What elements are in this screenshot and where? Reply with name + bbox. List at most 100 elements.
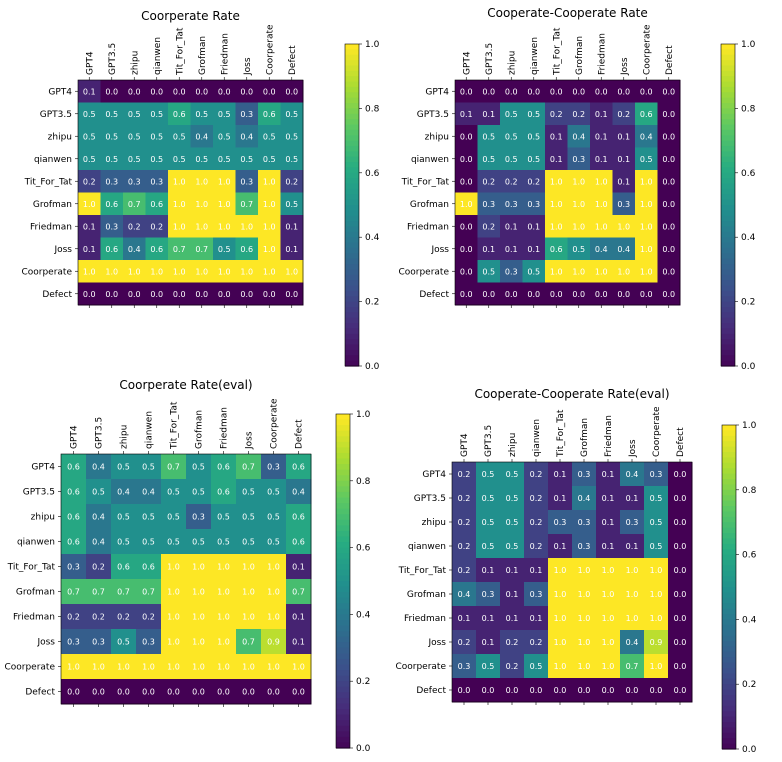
heatmap-cell bbox=[86, 454, 112, 480]
colorbar-segment bbox=[336, 503, 350, 510]
heatmap-cell bbox=[261, 479, 287, 505]
cell-label: 0.4 bbox=[142, 488, 155, 497]
cell-label: 0.4 bbox=[617, 245, 630, 254]
heatmap-cell bbox=[123, 80, 146, 103]
colorbar-segment bbox=[721, 290, 735, 297]
heatmap-cell bbox=[168, 215, 191, 238]
cell-label: 1.0 bbox=[217, 613, 230, 622]
colorbar-segment bbox=[345, 237, 359, 244]
heatmap-cell bbox=[286, 529, 312, 555]
heatmap-cell bbox=[61, 529, 87, 555]
colorbar-segment bbox=[345, 70, 359, 77]
cell-label: 0.5 bbox=[506, 470, 519, 479]
colorbar-segment bbox=[336, 480, 350, 487]
heatmap-cell bbox=[567, 102, 591, 126]
col-label: qianwen bbox=[145, 411, 155, 449]
cell-label: 0.0 bbox=[674, 686, 687, 695]
cell-label: 0.0 bbox=[105, 290, 118, 299]
heatmap-cell bbox=[477, 260, 501, 283]
colorbar-segment bbox=[721, 135, 735, 142]
heatmap-cell bbox=[145, 147, 169, 171]
col-label: zhipu bbox=[508, 433, 518, 457]
heatmap-cell bbox=[161, 654, 187, 680]
colorbar-tick-label: 0.2 bbox=[365, 298, 379, 308]
cell-label: 1.0 bbox=[554, 590, 567, 599]
heatmap-cell bbox=[476, 534, 501, 559]
heatmap-cell bbox=[455, 237, 478, 261]
colorbar-tick-label: 0.6 bbox=[741, 169, 756, 179]
heatmap-cell bbox=[476, 630, 501, 655]
cell-label: 0.1 bbox=[554, 542, 567, 551]
colorbar-segment bbox=[336, 670, 350, 677]
cell-label: 0.4 bbox=[92, 538, 105, 547]
colorbar-segment bbox=[722, 603, 736, 610]
cell-label: 0.2 bbox=[128, 222, 141, 231]
cell-label: 1.0 bbox=[572, 222, 585, 231]
colorbar-segment bbox=[721, 183, 735, 190]
colorbar-segment bbox=[721, 258, 735, 265]
cell-label: 0.1 bbox=[602, 518, 615, 527]
heatmap-cell bbox=[168, 260, 191, 283]
colorbar-segment bbox=[721, 317, 735, 324]
row-label: Coorperate bbox=[395, 662, 446, 672]
cell-label: 0.3 bbox=[530, 590, 543, 599]
colorbar-segment bbox=[336, 597, 350, 604]
heatmap-cell bbox=[258, 260, 281, 283]
colorbar-segment bbox=[345, 108, 359, 115]
heatmap-cell bbox=[635, 237, 658, 261]
cell-label: 0.0 bbox=[285, 290, 298, 299]
heatmap-cell bbox=[596, 678, 621, 703]
row-label: qianwen bbox=[17, 538, 55, 548]
colorbar-segment bbox=[336, 658, 350, 666]
cell-label: 0.3 bbox=[505, 267, 518, 276]
heatmap-cell bbox=[280, 282, 304, 306]
row-label: Coorperate bbox=[398, 267, 449, 277]
cell-label: 0.5 bbox=[240, 155, 253, 164]
colorbar-segment bbox=[345, 167, 359, 174]
heatmap-cell bbox=[136, 504, 162, 530]
cell-label: 0.2 bbox=[92, 613, 105, 622]
colorbar-tick-label: 1.0 bbox=[356, 410, 371, 420]
cell-label: 0.0 bbox=[458, 686, 471, 695]
heatmap-cell bbox=[500, 260, 523, 283]
heatmap-cell bbox=[452, 606, 477, 631]
cell-label: 0.5 bbox=[217, 513, 230, 522]
heatmap-cell bbox=[111, 479, 137, 505]
heatmap-cell bbox=[261, 554, 287, 580]
cell-label: 1.0 bbox=[218, 222, 231, 231]
heatmap-cell bbox=[86, 579, 112, 605]
colorbar-segment bbox=[345, 344, 359, 351]
heatmap-cell bbox=[258, 80, 281, 103]
cell-label: 1.0 bbox=[173, 177, 186, 186]
colorbar-segment bbox=[336, 703, 350, 710]
heatmap-cell bbox=[455, 170, 478, 193]
cell-label: 0.5 bbox=[128, 110, 141, 119]
colorbar-segment bbox=[345, 140, 359, 147]
cell-label: 0.3 bbox=[92, 638, 105, 647]
colorbar-segment bbox=[336, 642, 350, 649]
cell-label: 0.1 bbox=[506, 590, 519, 599]
colorbar-segment bbox=[336, 575, 350, 582]
cell-label: 0.5 bbox=[285, 200, 298, 209]
cell-label: 0.2 bbox=[458, 566, 471, 575]
row-label: GPT4 bbox=[31, 463, 55, 473]
cell-label: 0.0 bbox=[285, 87, 298, 96]
cell-label: 0.1 bbox=[554, 470, 567, 479]
heatmap-cell bbox=[236, 629, 262, 655]
heatmap-cell bbox=[612, 260, 636, 283]
heatmap-cell bbox=[168, 80, 191, 103]
heatmap-cell bbox=[635, 192, 658, 216]
heatmap-cell bbox=[258, 170, 281, 193]
colorbar-segment bbox=[345, 285, 359, 292]
cell-label: 1.0 bbox=[217, 638, 230, 647]
cell-label: 0.1 bbox=[595, 132, 608, 141]
heatmap-cell bbox=[100, 125, 124, 148]
heatmap-cell bbox=[261, 504, 287, 530]
heatmap-cell bbox=[258, 102, 281, 126]
heatmap-cell bbox=[100, 80, 124, 103]
cell-label: 0.5 bbox=[572, 245, 585, 254]
colorbar-segment bbox=[722, 722, 736, 728]
heatmap-cell bbox=[111, 579, 137, 605]
col-label: Joss bbox=[243, 57, 253, 76]
colorbar-segment bbox=[721, 237, 735, 244]
